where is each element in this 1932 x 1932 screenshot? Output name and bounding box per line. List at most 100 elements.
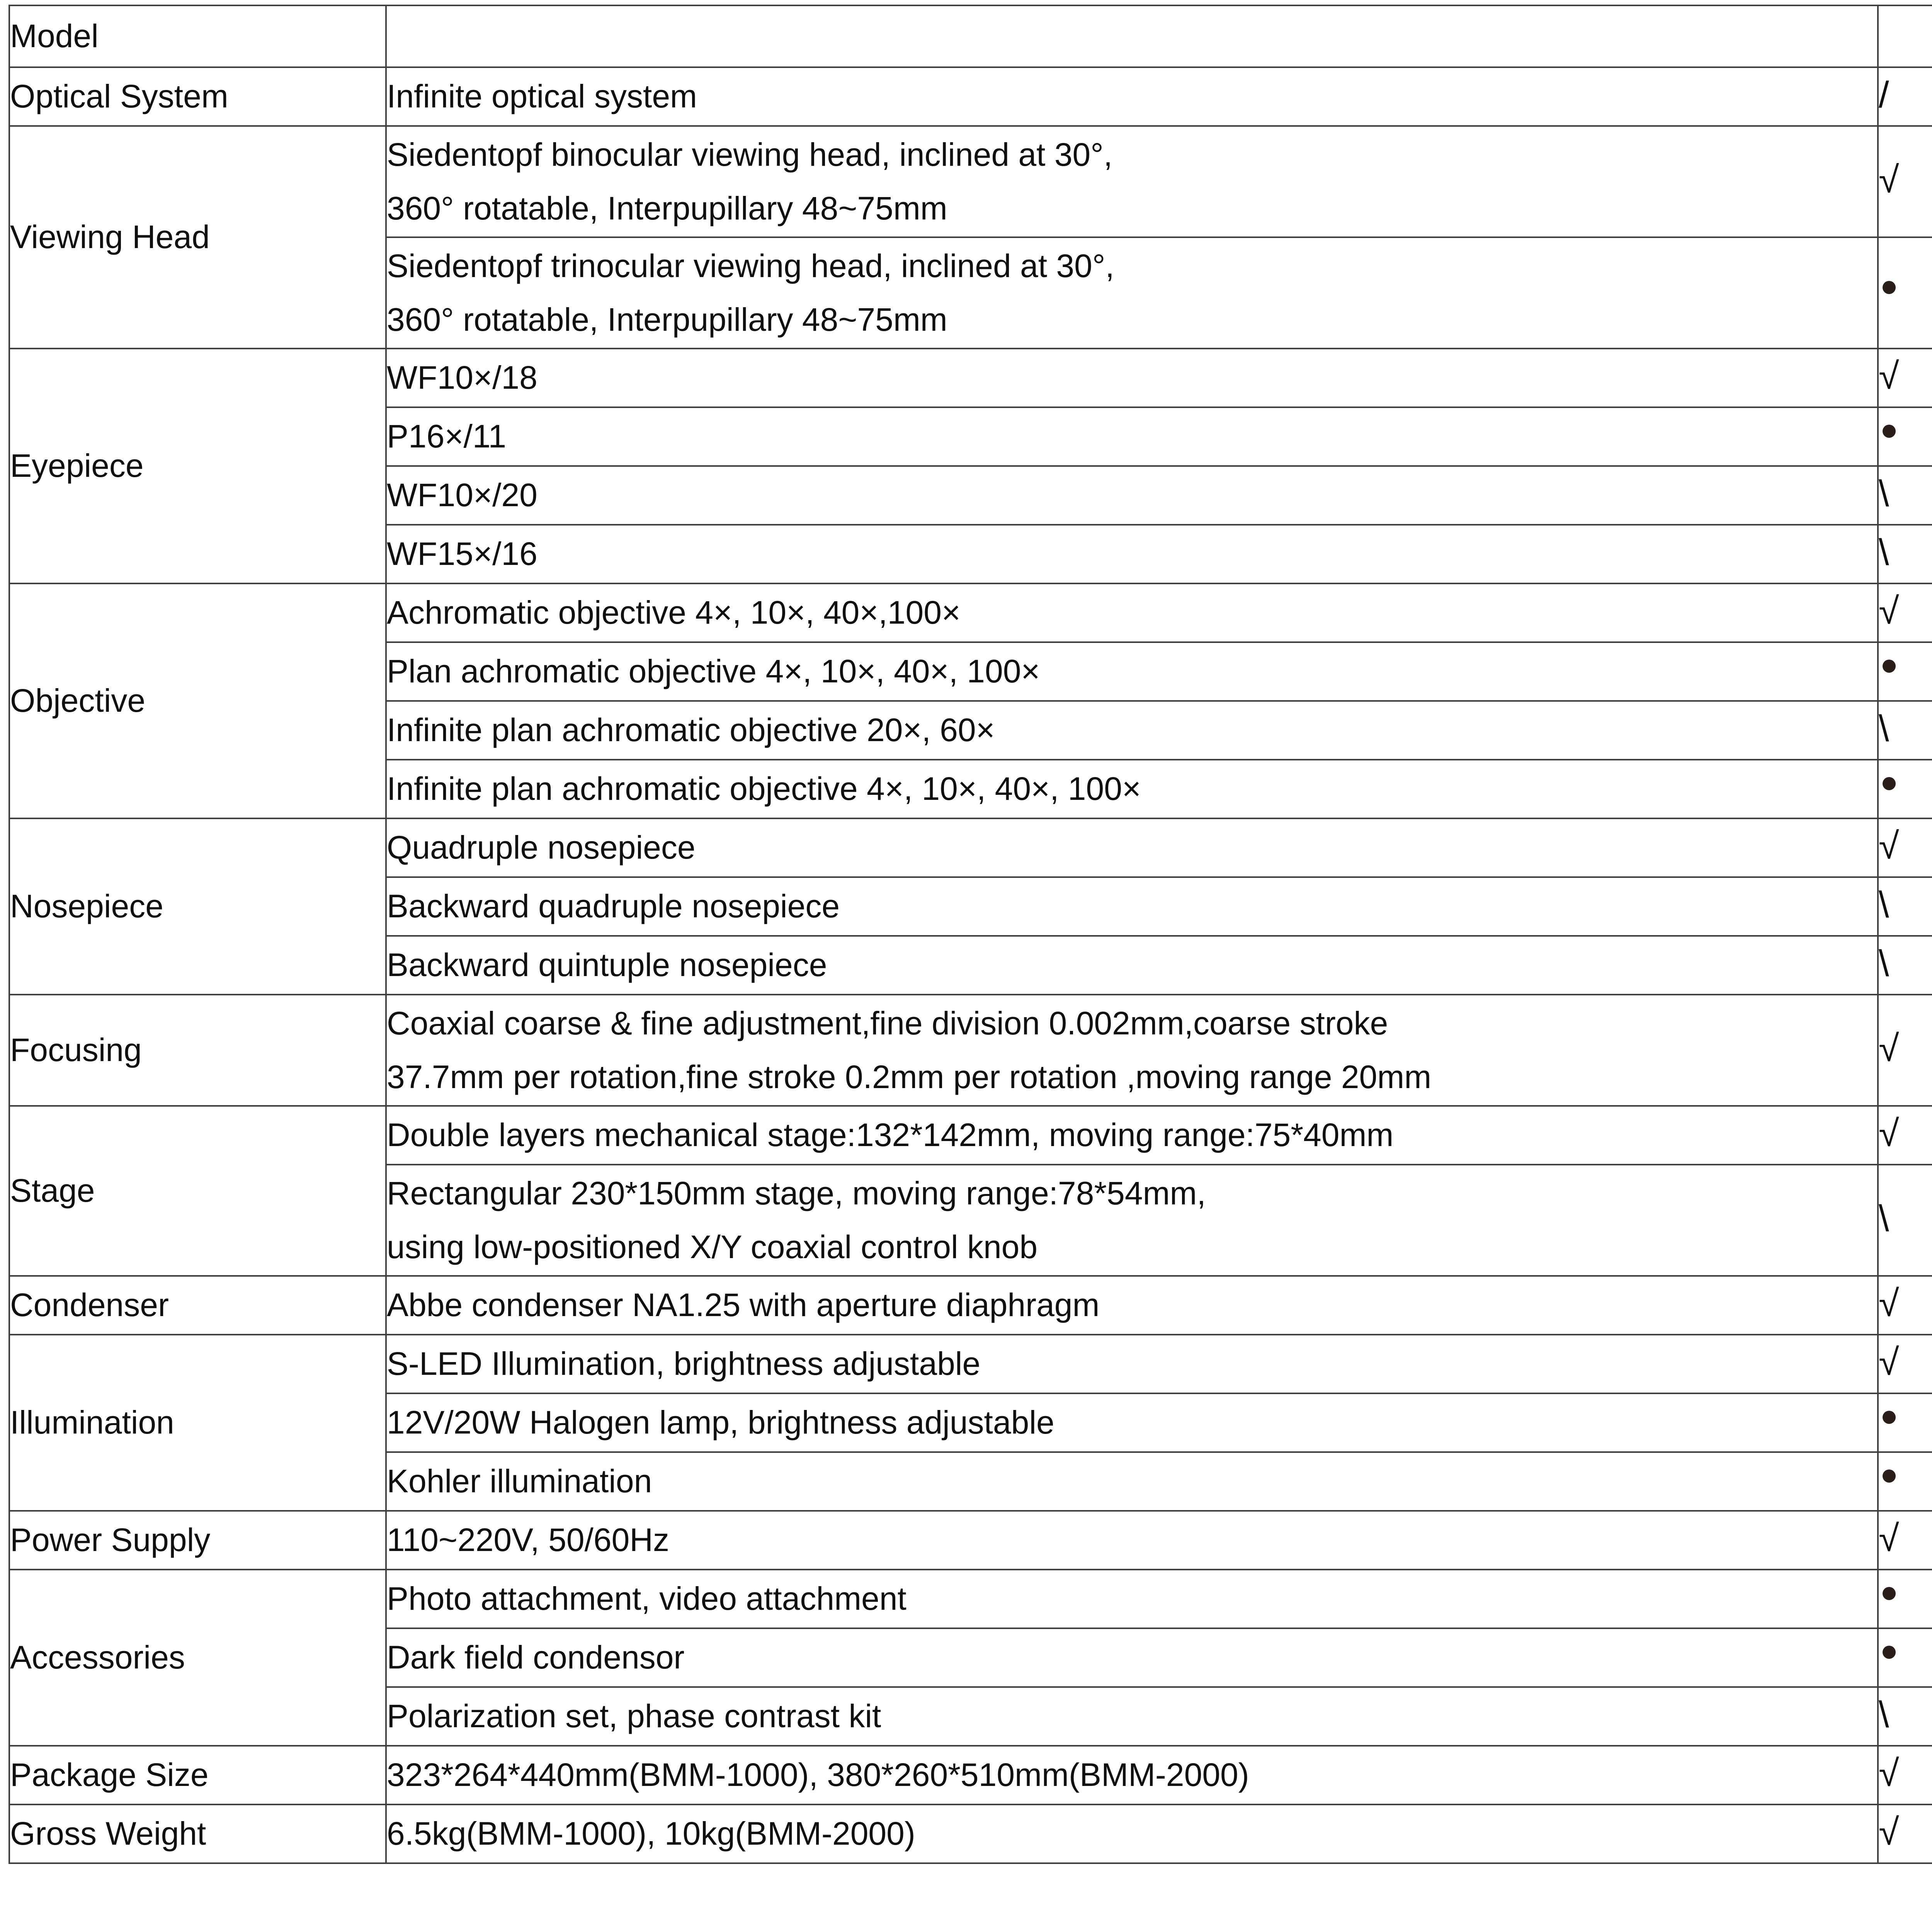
availability-mark-bmm-1000: √: [1877, 125, 1932, 238]
spec-description: Photo attachment, video attachment: [385, 1569, 1879, 1629]
optional-dot-icon: [1883, 1469, 1896, 1483]
table-row: Backward quintuple nosepiece \: [9, 935, 1932, 995]
availability-mark-bmm-1000: √: [1877, 1510, 1932, 1570]
table-row: Polarization set, phase contrast kit \: [9, 1686, 1932, 1747]
spec-description-line: Rectangular 230*150mm stage, moving rang…: [387, 1175, 1206, 1211]
spec-description-line: Polarization set, phase contrast kit: [387, 1698, 881, 1735]
backslash-icon: \: [1879, 884, 1889, 926]
availability-mark-bmm-1000: [1877, 759, 1932, 819]
spec-description-line: Photo attachment, video attachment: [387, 1580, 906, 1617]
optional-dot-icon: [1883, 1411, 1896, 1424]
check-mark-icon: √: [1879, 1283, 1899, 1325]
spec-category-label: Objective: [9, 583, 387, 819]
spec-description: Abbe condenser NA1.25 with aperture diap…: [385, 1275, 1879, 1335]
optional-dot-icon: [1883, 425, 1896, 438]
availability-mark-bmm-1000: \: [1877, 1164, 1932, 1277]
check-mark-icon: √: [1879, 1113, 1899, 1155]
spec-description-line: WF15×/16: [387, 536, 537, 572]
spec-category-label: Accessories: [9, 1569, 387, 1747]
check-mark-icon: √: [1879, 1342, 1899, 1383]
table-row: Package Size 323*264*440mm(BMM-1000), 380…: [9, 1745, 1932, 1805]
spec-description: Backward quintuple nosepiece: [385, 935, 1879, 995]
table-row: Gross Weight 6.5kg(BMM-1000), 10kg(BMM-20…: [9, 1804, 1932, 1864]
spec-table-container: Model BMM-1000 BMM-2000 Optical SystemIn…: [9, 5, 1932, 1864]
spec-description: Dark field condensor: [385, 1628, 1879, 1688]
header-row: Model BMM-1000 BMM-2000: [9, 5, 1932, 68]
spec-category-label: Condenser: [9, 1275, 387, 1335]
spec-description: Infinite optical system: [385, 66, 1879, 127]
table-row: Siedentopf trinocular viewing head, incl…: [9, 236, 1932, 349]
spec-description-line: 360° rotatable, Interpupillary 48~75mm: [387, 301, 947, 338]
availability-mark-bmm-1000: \: [1877, 935, 1932, 995]
backslash-icon: \: [1879, 943, 1889, 985]
table-row: Dark field condensor\: [9, 1628, 1932, 1688]
optional-dot-icon: [1883, 1587, 1896, 1600]
spec-description: Plan achromatic objective 4×, 10×, 40×, …: [385, 641, 1879, 702]
spec-description: Double layers mechanical stage:132*142mm…: [385, 1105, 1879, 1165]
header-model-bmm-1000: BMM-1000: [1877, 5, 1932, 68]
check-mark-icon: √: [1879, 1028, 1899, 1070]
availability-mark-bmm-1000: [1877, 1628, 1932, 1688]
spec-description: Backward quadruple nosepiece: [385, 876, 1879, 937]
availability-mark-bmm-1000: [1877, 1569, 1932, 1629]
table-row: Kohler illumination: [9, 1451, 1932, 1512]
header-description-blank: [385, 5, 1879, 68]
table-row: Rectangular 230*150mm stage, moving rang…: [9, 1164, 1932, 1277]
spec-description-line: 37.7mm per rotation,fine stroke 0.2mm pe…: [387, 1059, 1432, 1095]
availability-mark-bmm-1000: [1877, 641, 1932, 702]
spec-category-label: Optical System: [9, 66, 387, 127]
availability-mark-bmm-1000: √: [1877, 1334, 1932, 1394]
availability-mark-bmm-1000: √: [1877, 1745, 1932, 1805]
spec-description-line: Backward quintuple nosepiece: [387, 947, 827, 983]
optional-dot-icon: [1883, 281, 1896, 294]
table-row: Viewing Head Siedentopf binocular viewing…: [9, 125, 1932, 349]
availability-mark-bmm-1000: /: [1877, 66, 1932, 127]
spec-category-label: Focusing: [9, 994, 387, 1107]
table-row: Objective Achromatic objective 4×, 10×, 4…: [9, 583, 1932, 819]
optional-dot-icon: [1883, 660, 1896, 673]
spec-category-label: Stage: [9, 1105, 387, 1277]
spec-description: Achromatic objective 4×, 10×, 40×,100×: [385, 583, 1879, 643]
availability-mark-bmm-1000: √: [1877, 1804, 1932, 1864]
availability-mark-bmm-1000: \: [1877, 524, 1932, 584]
spec-description: Kohler illumination: [385, 1451, 1879, 1512]
table-row: Illumination S-LED Illumination, brightne…: [9, 1334, 1932, 1512]
spec-category-label: Package Size: [9, 1745, 387, 1805]
check-mark-icon: √: [1879, 159, 1899, 201]
spec-description-line: Siedentopf binocular viewing head, incli…: [387, 136, 1113, 173]
spec-description-line: Kohler illumination: [387, 1463, 652, 1500]
spec-description-line: Double layers mechanical stage:132*142mm…: [387, 1117, 1394, 1153]
spec-description: 110~220V, 50/60Hz: [385, 1510, 1879, 1570]
spec-description-line: WF10×/20: [387, 477, 537, 514]
check-mark-icon: √: [1879, 590, 1899, 632]
availability-mark-bmm-1000: [1877, 236, 1932, 349]
spec-description: Infinite plan achromatic objective 20×, …: [385, 700, 1879, 760]
availability-mark-bmm-1000: √: [1877, 1105, 1932, 1165]
spec-description: WF15×/16: [385, 524, 1879, 584]
backslash-icon: \: [1879, 532, 1889, 573]
spec-description-line: using low-positioned X/Y coaxial control…: [387, 1229, 1038, 1265]
spec-description-line: Coaxial coarse & fine adjustment,fine di…: [387, 1005, 1388, 1041]
spec-description: WF10×/18: [385, 348, 1879, 408]
availability-mark-bmm-1000: [1877, 1451, 1932, 1512]
spec-description: Coaxial coarse & fine adjustment,fine di…: [385, 994, 1879, 1107]
backslash-icon: \: [1879, 708, 1889, 750]
availability-mark-bmm-1000: √: [1877, 994, 1932, 1107]
spec-description: P16×/11: [385, 406, 1879, 467]
availability-mark-bmm-1000: \: [1877, 1686, 1932, 1747]
table-row: 12V/20W Halogen lamp, brightness adjusta…: [9, 1393, 1932, 1453]
check-mark-icon: √: [1879, 355, 1899, 397]
spec-description-line: 323*264*440mm(BMM-1000), 380*260*510mm(B…: [387, 1757, 1249, 1793]
availability-mark-bmm-1000: \: [1877, 465, 1932, 526]
check-mark-icon: √: [1879, 1753, 1899, 1794]
backslash-icon: \: [1879, 473, 1889, 515]
table-row: Condenser Abbe condenser NA1.25 with aper…: [9, 1275, 1932, 1335]
optional-dot-icon: [1883, 1646, 1896, 1659]
availability-mark-bmm-1000: \: [1877, 700, 1932, 760]
backslash-icon: \: [1879, 1694, 1889, 1736]
